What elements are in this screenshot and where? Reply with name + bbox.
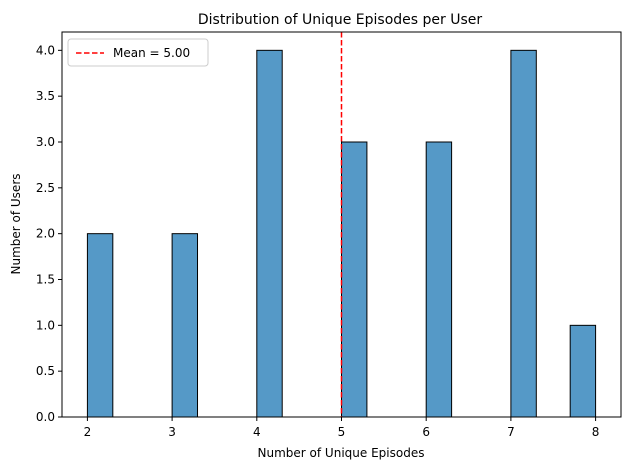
y-tick-label-6: 3.0 xyxy=(36,135,55,149)
y-tick-label-7: 3.5 xyxy=(36,89,55,103)
y-tick-label-8: 4.0 xyxy=(36,43,55,57)
x-tick-label-1: 3 xyxy=(168,425,176,439)
x-tick-label-4: 6 xyxy=(422,425,430,439)
bar-1 xyxy=(171,233,199,418)
bar-0 xyxy=(86,233,114,418)
bar-3 xyxy=(341,141,368,418)
y-tick-label-1: 0.5 xyxy=(36,364,55,378)
x-tick-label-3: 5 xyxy=(338,425,346,439)
bar-2 xyxy=(256,49,283,418)
legend: Mean = 5.00 xyxy=(67,38,209,67)
y-tick-label-3: 1.5 xyxy=(36,273,55,287)
bar-4 xyxy=(425,141,453,418)
x-tick-label-2: 4 xyxy=(253,425,261,439)
x-tick-label-0: 2 xyxy=(84,425,92,439)
y-tick-label-0: 0.0 xyxy=(36,410,55,424)
x-tick-label-6: 8 xyxy=(592,425,600,439)
y-tick-label-4: 2.0 xyxy=(36,227,55,241)
legend-box xyxy=(67,38,209,67)
chart-title: Distribution of Unique Episodes per User xyxy=(198,12,482,28)
y-axis: 0.0 0.5 1.0 1.5 2.0 2.5 3.0 3.5 4.0 xyxy=(36,43,62,424)
x-tick-label-5: 7 xyxy=(507,425,515,439)
y-axis-title: Number of Users xyxy=(9,173,23,274)
x-axis-title: Number of Unique Episodes xyxy=(258,446,425,460)
bar-6 xyxy=(569,324,597,418)
x-axis: 2 3 4 5 6 7 8 xyxy=(84,417,600,439)
legend-label-mean: Mean = 5.00 xyxy=(113,46,190,60)
y-tick-label-2: 1.0 xyxy=(36,318,55,332)
bar-5 xyxy=(510,49,537,418)
bars-layer xyxy=(86,49,597,418)
y-tick-label-5: 2.5 xyxy=(36,181,55,195)
